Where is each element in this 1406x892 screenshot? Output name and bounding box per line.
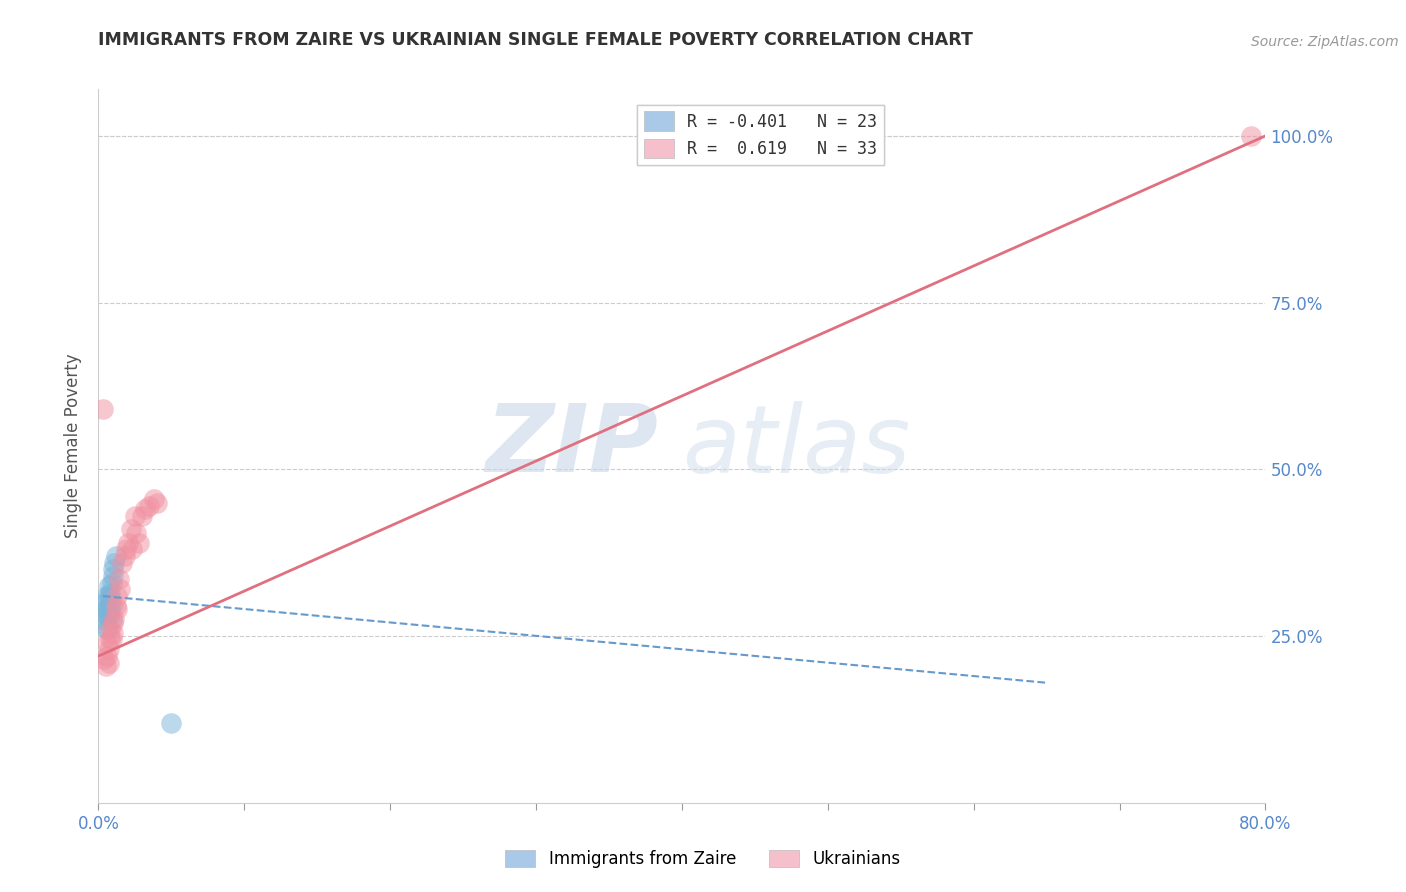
Point — [97, 589, 120, 603]
Point — [100, 575, 122, 590]
Point — [101, 615, 124, 630]
Point — [1240, 128, 1263, 143]
Point — [146, 496, 169, 510]
Point — [98, 632, 121, 647]
Point — [111, 556, 134, 570]
Point — [97, 599, 120, 613]
Point — [125, 525, 148, 540]
Point — [94, 589, 117, 603]
Point — [104, 599, 127, 613]
Point — [100, 632, 122, 647]
Legend: R = -0.401   N = 23, R =  0.619   N = 33: R = -0.401 N = 23, R = 0.619 N = 33 — [637, 104, 883, 165]
Point — [96, 649, 118, 664]
Point — [97, 656, 120, 670]
Point — [115, 542, 138, 557]
Point — [96, 609, 118, 624]
Point — [93, 652, 115, 666]
Point — [160, 715, 183, 730]
Point — [138, 499, 160, 513]
Point — [110, 582, 132, 597]
Point — [97, 579, 120, 593]
Point — [120, 522, 142, 536]
Point — [94, 602, 117, 616]
Point — [96, 623, 118, 637]
Point — [128, 535, 150, 549]
Y-axis label: Single Female Poverty: Single Female Poverty — [65, 354, 83, 538]
Text: ZIP: ZIP — [485, 400, 658, 492]
Point — [93, 612, 115, 626]
Point — [97, 642, 120, 657]
Point — [105, 589, 128, 603]
Text: atlas: atlas — [682, 401, 910, 491]
Point — [131, 509, 153, 524]
Point — [104, 549, 127, 563]
Point — [91, 402, 114, 417]
Point — [98, 623, 121, 637]
Point — [100, 599, 122, 613]
Point — [98, 592, 121, 607]
Point — [108, 573, 131, 587]
Legend: Immigrants from Zaire, Ukrainians: Immigrants from Zaire, Ukrainians — [499, 843, 907, 875]
Text: IMMIGRANTS FROM ZAIRE VS UKRAINIAN SINGLE FEMALE POVERTY CORRELATION CHART: IMMIGRANTS FROM ZAIRE VS UKRAINIAN SINGL… — [98, 31, 973, 49]
Point — [134, 502, 156, 516]
Point — [103, 612, 125, 626]
Point — [121, 542, 143, 557]
Point — [91, 606, 114, 620]
Point — [98, 602, 121, 616]
Point — [105, 602, 128, 616]
Point — [96, 623, 118, 637]
Text: Source: ZipAtlas.com: Source: ZipAtlas.com — [1251, 35, 1399, 49]
Point — [114, 549, 136, 563]
Point — [142, 492, 165, 507]
Point — [101, 562, 124, 576]
Point — [124, 509, 146, 524]
Point — [103, 556, 125, 570]
Point — [97, 609, 120, 624]
Point — [93, 596, 115, 610]
Point — [96, 636, 118, 650]
Point — [101, 625, 124, 640]
Point — [117, 535, 139, 549]
Point — [98, 585, 121, 599]
Point — [100, 612, 122, 626]
Point — [94, 659, 117, 673]
Point — [101, 569, 124, 583]
